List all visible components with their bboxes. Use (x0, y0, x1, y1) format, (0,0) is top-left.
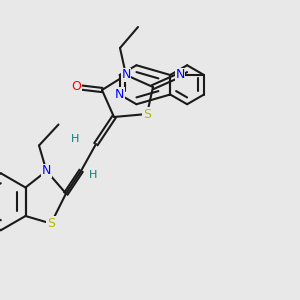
Text: O: O (72, 80, 81, 94)
Text: H: H (89, 170, 97, 181)
Text: N: N (42, 164, 51, 178)
Text: N: N (115, 88, 124, 101)
Text: H: H (71, 134, 79, 145)
Text: N: N (175, 68, 185, 82)
Text: S: S (143, 107, 151, 121)
Text: N: N (121, 68, 131, 82)
Text: S: S (47, 217, 55, 230)
